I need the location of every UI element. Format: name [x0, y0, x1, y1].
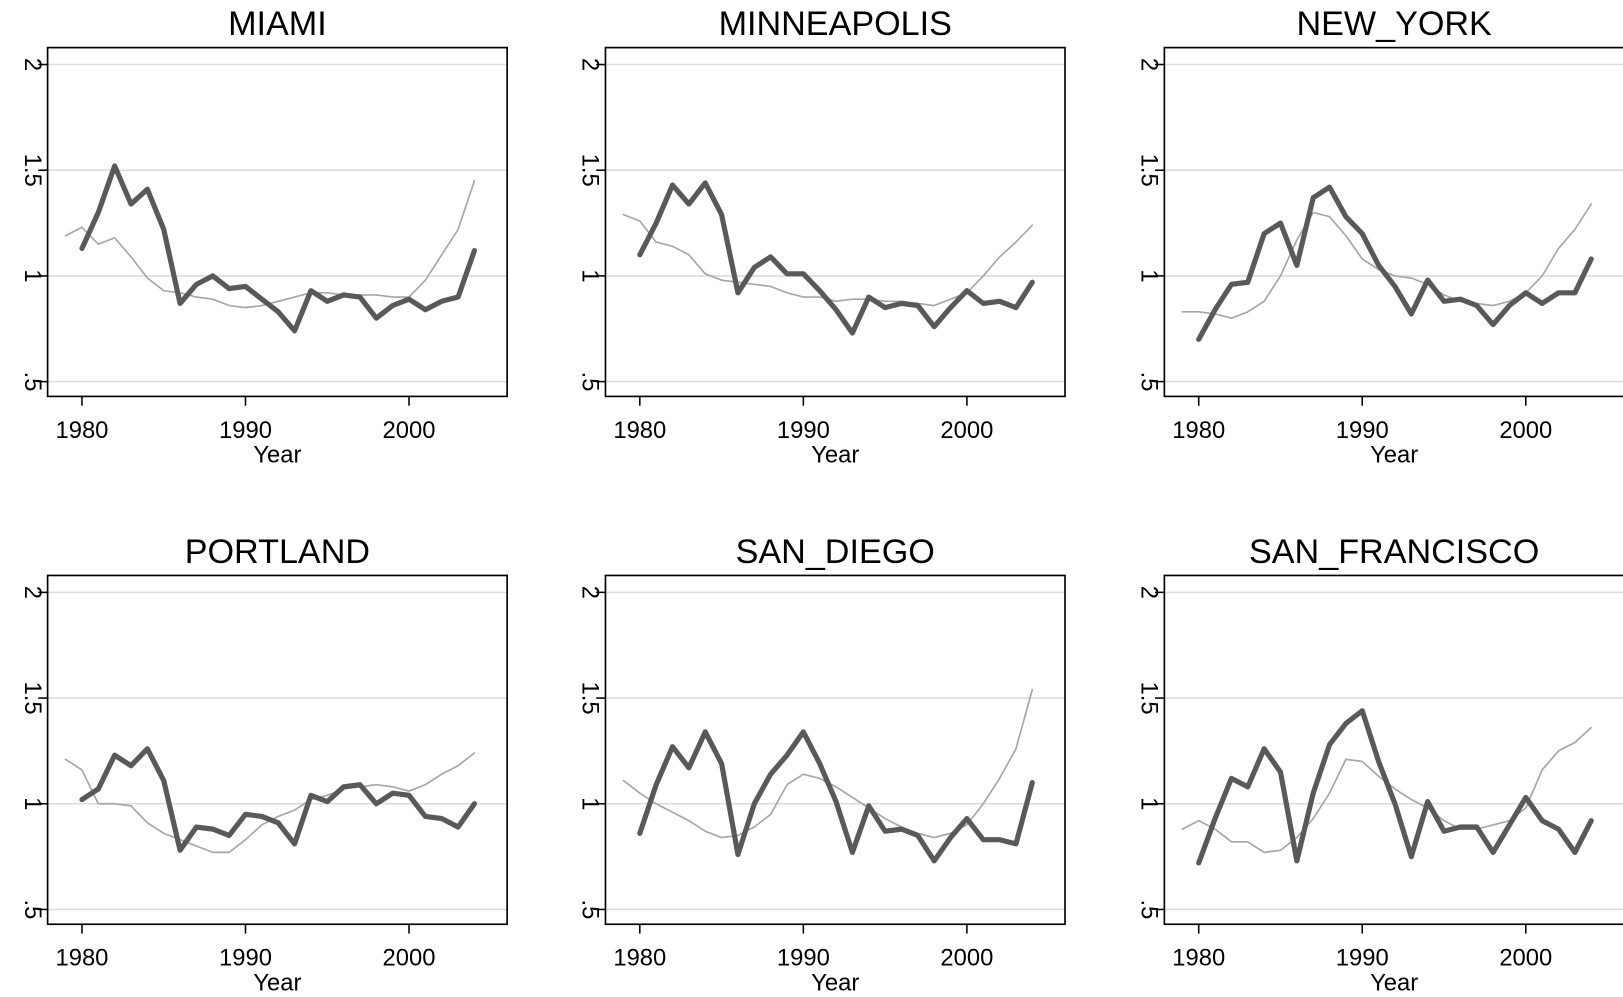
- y-tick-label: 1: [1136, 269, 1163, 282]
- x-axis-label: Year: [253, 442, 301, 469]
- panel-title: SAN_FRANCISCO: [1249, 533, 1539, 571]
- y-tick-label: .5: [19, 900, 46, 920]
- x-axis-label: Year: [811, 442, 859, 469]
- panel: MIAMI .5 1 1.5 2 1980 1990 2000 Year: [19, 5, 508, 469]
- x-tick-label: 1990: [219, 417, 272, 444]
- panel-title: SAN_DIEGO: [736, 533, 935, 571]
- y-tick-label: 1: [19, 269, 46, 282]
- x-tick-label: 1990: [777, 945, 830, 972]
- y-tick-label: 1.5: [577, 154, 604, 187]
- y-tick-label: 1: [1136, 797, 1163, 810]
- y-tick-label: .5: [19, 372, 46, 392]
- x-tick-label: 1990: [219, 945, 272, 972]
- x-tick-label: 2000: [940, 417, 993, 444]
- plot-frame: [604, 574, 1066, 926]
- plot-frame: [46, 574, 508, 926]
- x-axis-label: Year: [811, 969, 859, 996]
- panel: NEW_YORK .5 1 1.5 2 1980 1990 2000 Year: [1136, 5, 1623, 469]
- x-tick-label: 2000: [1499, 417, 1552, 444]
- x-axis-label: Year: [1370, 442, 1418, 469]
- x-tick-label: 1980: [1172, 417, 1225, 444]
- panel-title: MINNEAPOLIS: [719, 5, 952, 43]
- y-tick-label: 1: [577, 797, 604, 810]
- panel-title: MIAMI: [228, 5, 327, 43]
- x-tick-label: 2000: [383, 417, 436, 444]
- x-tick-label: 1980: [55, 945, 108, 972]
- line-series: [1181, 203, 1593, 320]
- y-tick-label: 2: [577, 586, 604, 599]
- x-tick-label: 1980: [613, 945, 666, 972]
- panel: SAN_FRANCISCO .5 1 1.5 2 1980 1990 2000 Year: [1136, 533, 1623, 996]
- plot-frame: [604, 46, 1066, 398]
- y-tick-label: 1: [19, 797, 46, 810]
- panel-title: NEW_YORK: [1296, 5, 1492, 43]
- y-tick-label: 1: [577, 269, 604, 282]
- y-tick-label: 1.5: [19, 154, 46, 187]
- line-series: [637, 180, 1035, 336]
- y-tick-label: 2: [1136, 586, 1163, 599]
- x-tick-label: 1990: [777, 417, 830, 444]
- x-tick-label: 2000: [940, 945, 993, 972]
- line-series: [1181, 726, 1593, 854]
- y-tick-label: .5: [1136, 900, 1163, 920]
- x-tick-label: 1980: [1172, 945, 1225, 972]
- plot-frame: [1163, 46, 1623, 398]
- line-series: [637, 729, 1035, 864]
- y-tick-label: .5: [577, 372, 604, 392]
- line-series: [79, 163, 478, 334]
- line-series: [79, 746, 478, 853]
- y-tick-label: .5: [577, 900, 604, 920]
- plot-frame: [1163, 574, 1623, 926]
- plot-frame: [46, 46, 508, 398]
- y-tick-label: .5: [1136, 372, 1163, 392]
- panel-title: PORTLAND: [185, 533, 370, 571]
- x-tick-label: 2000: [1499, 945, 1552, 972]
- x-axis-label: Year: [1370, 969, 1418, 996]
- y-tick-label: 1.5: [19, 682, 46, 715]
- x-axis-label: Year: [253, 969, 301, 996]
- y-tick-label: 2: [19, 58, 46, 71]
- panel: SAN_DIEGO .5 1 1.5 2 1980 1990 2000 Year: [577, 533, 1066, 996]
- x-tick-label: 2000: [383, 945, 436, 972]
- x-tick-label: 1990: [1336, 945, 1389, 972]
- y-tick-label: 2: [1136, 58, 1163, 71]
- panel: PORTLAND .5 1 1.5 2 1980 1990 2000 Year: [19, 533, 508, 996]
- panel: MINNEAPOLIS .5 1 1.5 2 1980 1990 2000 Year: [577, 5, 1066, 469]
- y-tick-label: 2: [577, 58, 604, 71]
- y-tick-label: 1.5: [577, 682, 604, 715]
- x-tick-label: 1990: [1336, 417, 1389, 444]
- line-series: [1196, 184, 1594, 342]
- y-tick-label: 1.5: [1136, 682, 1163, 715]
- x-tick-label: 1980: [55, 417, 108, 444]
- x-tick-label: 1980: [613, 417, 666, 444]
- y-tick-label: 2: [19, 586, 46, 599]
- line-series: [1196, 708, 1594, 866]
- y-tick-label: 1.5: [1136, 154, 1163, 187]
